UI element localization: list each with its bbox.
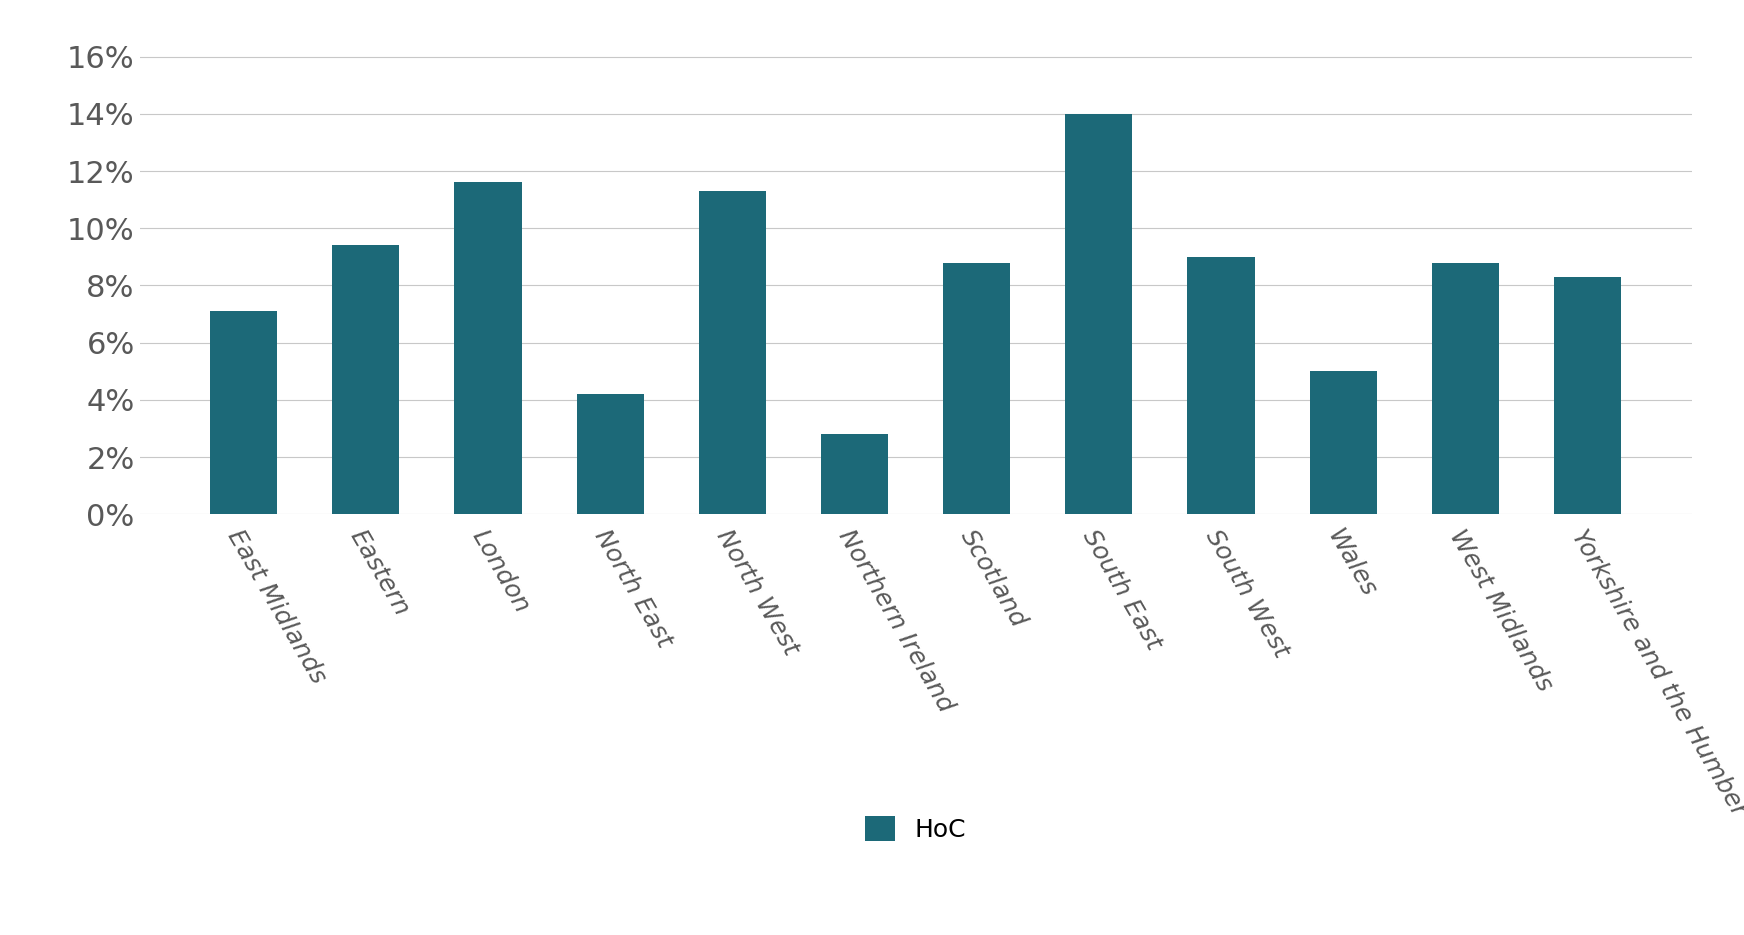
Bar	[1432, 263, 1498, 514]
Bar	[699, 191, 766, 514]
Bar	[1066, 114, 1132, 514]
Bar	[1310, 371, 1376, 514]
Bar	[577, 395, 644, 514]
Bar	[944, 263, 1010, 514]
Bar	[333, 245, 399, 514]
Bar	[209, 311, 277, 514]
Bar	[1188, 257, 1254, 514]
Bar	[821, 434, 888, 514]
Bar	[455, 182, 521, 514]
Bar	[1554, 277, 1622, 514]
Legend: HoC: HoC	[855, 806, 977, 852]
